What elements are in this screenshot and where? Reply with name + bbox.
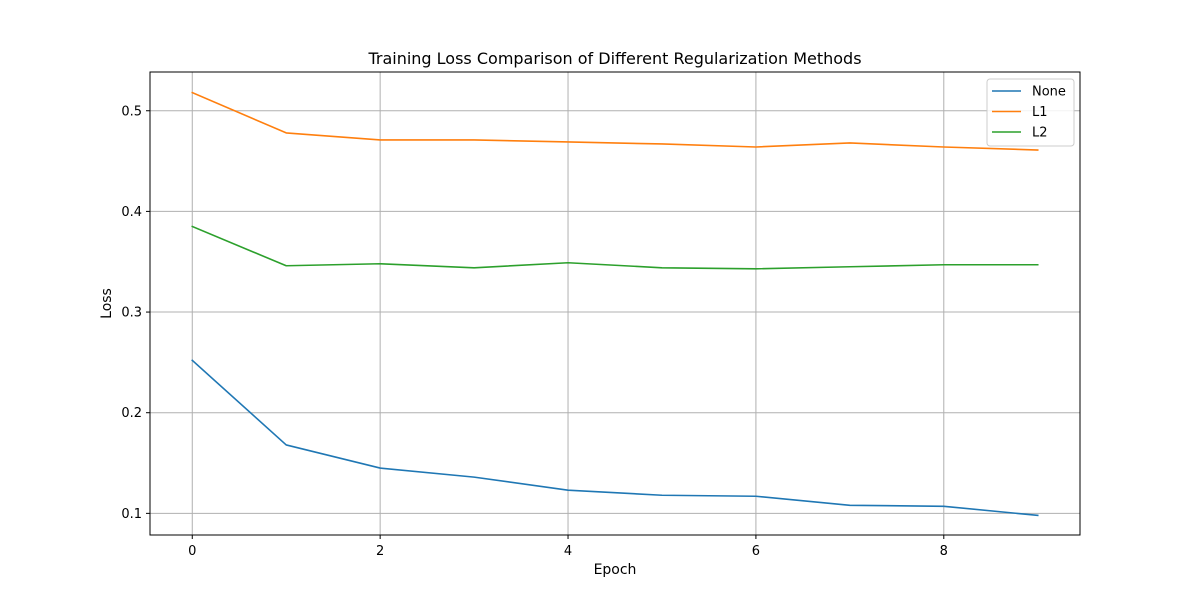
x-tick-label: 6 bbox=[752, 544, 760, 559]
y-tick-label: 0.2 bbox=[121, 406, 142, 421]
legend: None L1 L2 bbox=[986, 78, 1075, 147]
y-tick-label: 0.3 bbox=[121, 306, 142, 321]
legend-label-none: None bbox=[1032, 85, 1066, 100]
y-tick-label: 0.4 bbox=[121, 205, 142, 220]
y-axis: 0.1 0.2 0.3 0.4 0.5 bbox=[121, 104, 150, 522]
series-line-l1 bbox=[191, 91, 1039, 151]
y-tick-label: 0.1 bbox=[121, 507, 142, 522]
legend-label-l1: L1 bbox=[1032, 105, 1048, 120]
legend-label-l2: L2 bbox=[1032, 126, 1048, 141]
series-lines bbox=[191, 91, 1039, 517]
legend-box bbox=[986, 78, 1075, 147]
x-tick-label: 4 bbox=[564, 544, 572, 559]
plot-area-frame bbox=[149, 71, 1081, 536]
series-line-l2 bbox=[191, 225, 1039, 270]
x-tick-label: 2 bbox=[376, 544, 384, 559]
y-axis-label: Loss bbox=[99, 288, 115, 319]
x-axis-label: Epoch bbox=[594, 562, 637, 578]
x-tick-label: 8 bbox=[940, 544, 948, 559]
series-line-none bbox=[191, 359, 1039, 517]
x-tick-label: 0 bbox=[188, 544, 196, 559]
y-tick-label: 0.5 bbox=[121, 104, 142, 119]
grid bbox=[150, 72, 1080, 535]
chart-title: Training Loss Comparison of Different Re… bbox=[367, 49, 861, 68]
x-axis: 0 2 4 6 8 bbox=[188, 535, 948, 559]
